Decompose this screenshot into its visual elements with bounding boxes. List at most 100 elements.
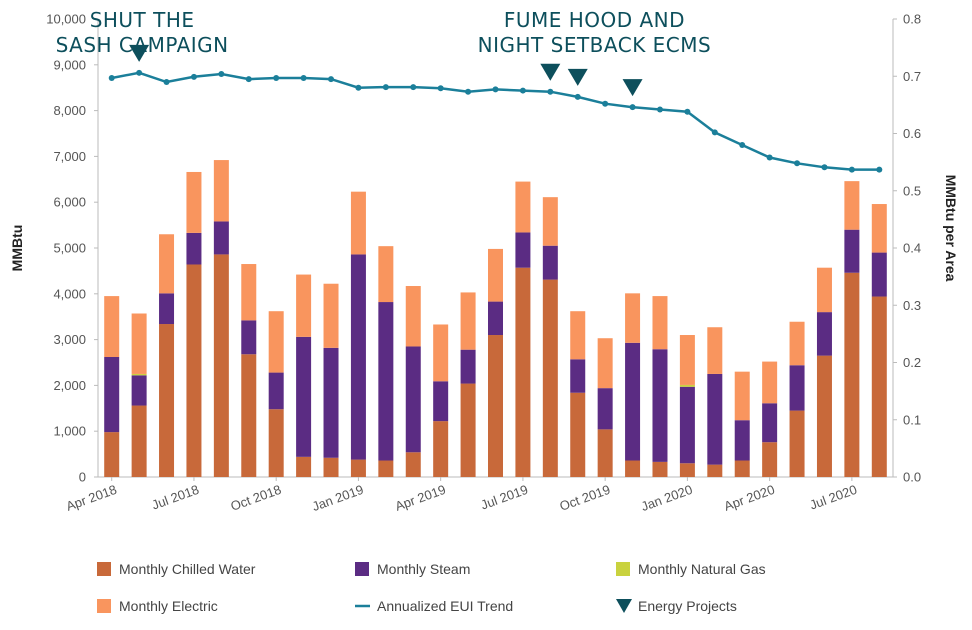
trend-point — [108, 74, 115, 81]
bar-monthly-steam — [762, 403, 778, 443]
legend-swatch-monthly-electric — [97, 599, 111, 613]
bar-monthly-chilled-water — [679, 463, 695, 477]
trend-point — [684, 108, 691, 115]
legend-label-monthly-electric: Monthly Electric — [119, 598, 218, 614]
trend-point — [218, 70, 225, 77]
bar-monthly-chilled-water — [104, 432, 120, 477]
bar-monthly-chilled-water — [433, 421, 449, 477]
bar-monthly-chilled-water — [597, 429, 613, 477]
bar-monthly-chilled-water — [268, 409, 284, 477]
energy-project-marker — [129, 44, 150, 62]
x-tick-label: Jul 2018 — [150, 482, 201, 513]
bar-monthly-electric — [542, 197, 558, 246]
bar-monthly-natural-gas — [679, 384, 695, 387]
bar-monthly-electric — [405, 286, 421, 347]
trend-point — [711, 129, 718, 136]
trend-point — [547, 88, 554, 95]
bar-monthly-steam — [844, 229, 860, 273]
bar-monthly-electric — [570, 311, 586, 360]
bar-monthly-electric — [460, 292, 476, 350]
legend-label-energy-projects: Energy Projects — [638, 598, 737, 614]
energy-project-marker — [540, 63, 561, 81]
bar-monthly-electric — [515, 181, 531, 233]
bar-monthly-chilled-water — [515, 267, 531, 477]
x-tick-label: Jan 2020 — [639, 482, 694, 514]
y2-tick-label: 0.6 — [903, 126, 921, 141]
bar-monthly-chilled-water — [625, 460, 641, 477]
y-tick-label: 10,000 — [46, 12, 86, 27]
bar-monthly-chilled-water — [296, 456, 312, 477]
bar-monthly-steam — [241, 320, 257, 355]
y2-tick-label: 0.1 — [903, 412, 921, 427]
bar-monthly-chilled-water — [871, 296, 887, 477]
trend-point — [245, 76, 252, 83]
bar-monthly-chilled-water — [323, 457, 339, 477]
y2-tick-label: 0.5 — [903, 183, 921, 198]
legend-label-monthly-chilled-water: Monthly Chilled Water — [119, 561, 256, 577]
bar-monthly-natural-gas — [131, 373, 147, 376]
bar-monthly-electric — [433, 324, 449, 382]
bar-monthly-chilled-water — [131, 405, 147, 477]
x-tick-label: Apr 2018 — [64, 482, 119, 514]
bar-monthly-electric — [104, 296, 120, 358]
bar-monthly-steam — [488, 301, 503, 336]
y-tick-label: 8,000 — [53, 103, 86, 118]
bar-monthly-electric — [131, 313, 147, 374]
bar-monthly-electric — [378, 246, 394, 303]
bar-monthly-electric — [268, 311, 284, 373]
y-tick-label: 3,000 — [53, 332, 86, 347]
bar-monthly-electric — [734, 371, 750, 421]
x-tick-label: Apr 2019 — [393, 482, 448, 514]
bar-monthly-electric — [816, 267, 832, 313]
x-tick-label: Oct 2018 — [229, 482, 284, 514]
bar-monthly-steam — [816, 312, 832, 356]
trend-point — [629, 104, 636, 111]
y2-tick-label: 0.4 — [903, 241, 921, 256]
bar-monthly-chilled-water — [734, 460, 750, 477]
y-tick-label: 6,000 — [53, 195, 86, 210]
bar-monthly-steam — [433, 381, 449, 422]
bar-monthly-steam — [625, 342, 641, 461]
bar-monthly-chilled-water — [570, 392, 586, 477]
bar-monthly-steam — [542, 245, 558, 280]
y2-tick-label: 0.3 — [903, 298, 921, 313]
legend-label-monthly-steam: Monthly Steam — [377, 561, 470, 577]
bar-monthly-steam — [378, 302, 394, 461]
trend-point — [492, 86, 499, 93]
y-tick-label: 1,000 — [53, 424, 86, 439]
bar-monthly-chilled-water — [652, 461, 668, 477]
y2-axis-title: MMBtu per Area — [943, 175, 959, 282]
bar-monthly-chilled-water — [542, 279, 558, 477]
bar-monthly-electric — [213, 160, 229, 222]
trend-point — [190, 73, 197, 80]
bar-monthly-chilled-water — [241, 354, 257, 477]
bar-monthly-steam — [159, 293, 175, 325]
bar-monthly-steam — [296, 336, 312, 457]
trend-point — [519, 87, 526, 94]
bar-monthly-chilled-water — [844, 272, 860, 477]
trend-point — [848, 166, 855, 173]
legend-label-monthly-natural-gas: Monthly Natural Gas — [638, 561, 766, 577]
bar-monthly-chilled-water — [762, 442, 778, 477]
bar-monthly-steam — [350, 254, 366, 460]
legend-swatch-monthly-chilled-water — [97, 562, 111, 576]
bar-monthly-steam — [597, 388, 613, 430]
annotation-text: FUME HOOD AND — [504, 8, 685, 32]
bar-monthly-steam — [789, 365, 805, 411]
legend-swatch-monthly-steam — [355, 562, 369, 576]
energy-project-marker — [567, 68, 588, 86]
bar-monthly-steam — [460, 349, 476, 384]
trend-point — [437, 85, 444, 92]
bar-monthly-steam — [186, 232, 202, 265]
trend-point — [328, 76, 335, 83]
y-axis-title: MMBtu — [9, 225, 25, 272]
bar-monthly-steam — [213, 221, 229, 255]
bar-monthly-steam — [707, 373, 723, 465]
bar-monthly-chilled-water — [213, 254, 229, 477]
bar-monthly-electric — [350, 191, 366, 255]
bar-monthly-steam — [323, 347, 339, 458]
bar-monthly-electric — [488, 248, 503, 302]
bar-monthly-steam — [104, 357, 120, 433]
trend-point — [273, 74, 280, 81]
trend-point — [136, 69, 143, 76]
